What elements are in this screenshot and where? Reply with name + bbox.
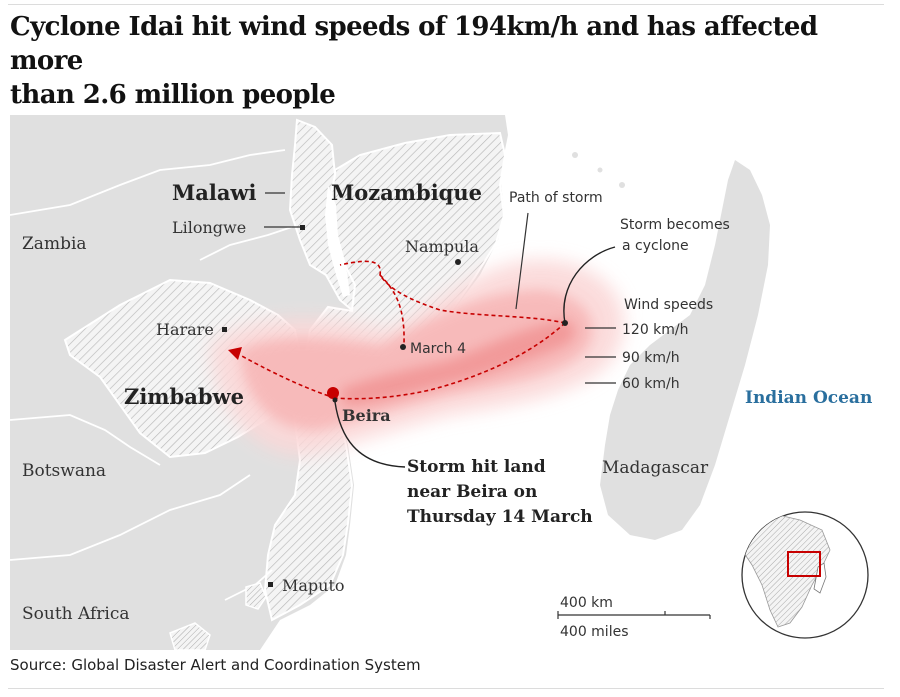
label-cyclone-1: Storm becomes <box>620 217 730 233</box>
label-indian-ocean: Indian Ocean <box>745 388 872 408</box>
island-2 <box>597 167 603 173</box>
page-title: Cyclone Idai hit wind speeds of 194km/h … <box>10 10 880 112</box>
label-harare: Harare <box>156 320 214 339</box>
cyclone-leader <box>563 246 616 324</box>
harare-marker <box>222 327 227 332</box>
globe-africa <box>742 512 831 628</box>
bottom-rule <box>8 688 884 689</box>
maputo-marker <box>268 582 273 587</box>
globe-focus-box <box>787 551 821 577</box>
storm-path <box>239 260 566 400</box>
label-madagascar: Madagascar <box>602 458 709 478</box>
label-malawi: Malawi <box>172 180 257 205</box>
label-mozambique: Mozambique <box>331 180 482 205</box>
wind-120-swath <box>340 320 575 405</box>
label-beira: Beira <box>342 406 391 425</box>
lilongwe-marker <box>300 225 305 230</box>
label-scale-miles: 400 miles <box>560 624 629 640</box>
path-of-storm-leader <box>515 212 529 310</box>
label-landfall-3: Thursday 14 March <box>407 507 593 527</box>
cyclone-map: Malawi Mozambique Zambia Zimbabwe Botswa… <box>10 115 872 650</box>
label-landfall-1: Storm hit land <box>407 457 546 477</box>
island-1 <box>572 152 578 158</box>
lesotho-shape <box>169 622 211 650</box>
beira-dot <box>332 397 338 403</box>
madagascar-shape <box>600 160 770 540</box>
label-wind-120: 120 km/h <box>622 322 689 338</box>
mozambique-shape <box>263 131 507 622</box>
beira-landfall-marker <box>327 387 339 399</box>
label-lilongwe: Lilongwe <box>172 218 246 237</box>
label-landfall-2: near Beira on <box>407 482 537 502</box>
island-3 <box>619 182 625 188</box>
eswatini-shape <box>245 582 267 610</box>
label-wind-90: 90 km/h <box>622 350 680 366</box>
nampula-marker <box>455 259 461 265</box>
locator-globe <box>741 511 869 639</box>
lake-malawi <box>325 185 350 297</box>
storm-arrowhead <box>228 347 242 360</box>
label-wind-title: Wind speeds <box>624 297 713 313</box>
title-line-1: Cyclone Idai hit wind speeds of 194km/h … <box>10 12 818 76</box>
march4-marker <box>400 344 406 350</box>
top-rule <box>8 4 884 5</box>
label-botswana: Botswana <box>22 461 106 481</box>
title-line-2: than 2.6 million people <box>10 80 336 110</box>
label-march4: March 4 <box>410 341 466 357</box>
label-wind-60: 60 km/h <box>622 376 680 392</box>
label-maputo: Maputo <box>282 576 345 595</box>
landfall-leader <box>334 401 406 468</box>
globe-madagascar <box>813 562 827 594</box>
label-cyclone-2: a cyclone <box>622 238 689 254</box>
label-zambia: Zambia <box>22 234 87 254</box>
label-scale-km: 400 km <box>560 595 613 611</box>
label-nampula: Nampula <box>405 237 479 256</box>
scale-bar: 400 km 400 miles <box>557 595 711 640</box>
label-south-africa: South Africa <box>22 604 130 624</box>
label-path-of-storm: Path of storm <box>509 190 603 206</box>
source-credit: Source: Global Disaster Alert and Coordi… <box>10 656 421 674</box>
label-zimbabwe: Zimbabwe <box>124 384 244 409</box>
